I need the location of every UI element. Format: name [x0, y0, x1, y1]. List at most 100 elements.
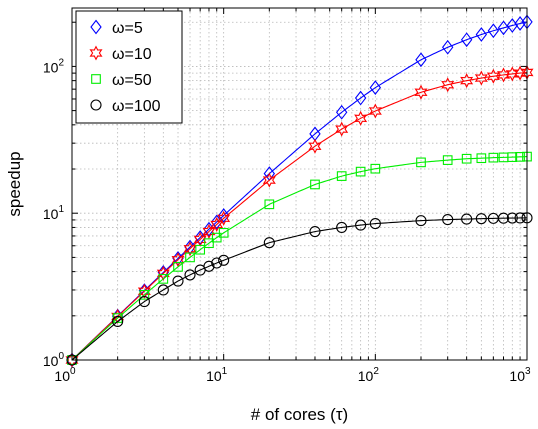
x-axis-label: # of cores (τ) — [251, 405, 348, 424]
plot-frame — [71, 7, 528, 361]
tick-label-exponent: 0 — [70, 366, 76, 377]
square-marker — [158, 274, 169, 284]
diamond-marker — [217, 208, 230, 223]
hexagram-marker — [460, 73, 474, 89]
circle-marker — [336, 221, 348, 233]
series-group — [67, 151, 532, 365]
tick-label-exponent: 2 — [58, 57, 64, 68]
square-marker — [310, 179, 320, 190]
tick-label-exponent: 1 — [58, 204, 64, 215]
legend-entry: ω=5 — [90, 19, 143, 37]
y-tick-label: 100 — [43, 351, 65, 369]
tick-label-base: 10 — [43, 353, 59, 369]
tick-label-exponent: 2 — [373, 366, 379, 377]
diamond-marker — [475, 27, 488, 42]
diamond-marker — [194, 230, 206, 245]
series-line — [71, 156, 528, 361]
tick-label-exponent: 0 — [58, 351, 64, 362]
square-marker — [336, 171, 347, 181]
hexagram-marker — [335, 121, 349, 137]
legend-entry: ω=100 — [90, 98, 161, 115]
x-tick-label: 103 — [509, 366, 531, 384]
circle-marker — [112, 315, 124, 328]
y-tick-label: 102 — [43, 57, 65, 75]
tick-label-base: 10 — [54, 368, 70, 384]
square-marker — [195, 244, 206, 255]
hexagram-marker — [171, 252, 185, 268]
circle-marker — [263, 237, 275, 249]
hexagram-marker — [441, 77, 455, 93]
axis-ticks — [71, 8, 528, 361]
legend-label: ω=100 — [112, 98, 161, 115]
tick-label-base: 10 — [358, 368, 374, 384]
hexagram-marker — [202, 223, 216, 239]
hexagram-marker — [137, 283, 151, 299]
tick-label-exponent: 1 — [222, 366, 228, 377]
legend-entry: ω=10 — [89, 45, 152, 63]
circle-marker — [184, 269, 196, 281]
diamond-marker — [442, 39, 454, 55]
circle-marker — [218, 254, 230, 266]
hexagram-marker — [354, 110, 368, 126]
square-marker — [91, 74, 101, 84]
hexagram-marker — [368, 103, 382, 119]
legend-label: ω=10 — [112, 46, 152, 63]
square-marker — [370, 163, 381, 174]
circle-marker — [138, 296, 150, 308]
hexagram-marker — [262, 172, 276, 188]
hexagram-marker — [496, 67, 511, 83]
square-marker — [507, 152, 518, 162]
hexagram-marker — [89, 45, 103, 61]
circle-marker — [442, 214, 454, 226]
hexagram-marker — [474, 70, 488, 86]
tick-label-base: 10 — [43, 206, 59, 222]
circle-marker — [172, 275, 184, 287]
square-marker — [355, 166, 366, 177]
square-marker — [139, 289, 150, 300]
hexagram-marker — [217, 210, 231, 226]
square-marker — [461, 153, 472, 164]
square-marker — [204, 238, 214, 249]
x-tick-label: 100 — [54, 366, 76, 384]
circle-marker — [211, 257, 223, 269]
legend-label: ω=50 — [112, 72, 152, 89]
tick-label-base: 10 — [43, 59, 59, 75]
circle-marker — [157, 284, 169, 296]
hexagram-marker — [505, 66, 519, 82]
diamond-marker — [211, 214, 223, 230]
circle-marker — [497, 212, 510, 224]
circle-marker — [203, 260, 215, 272]
diamond-marker — [369, 80, 382, 96]
legend: ω=5 ω=10 ω=50 ω=100 — [75, 10, 183, 124]
data-series — [65, 14, 534, 368]
hexagram-marker — [65, 352, 79, 368]
circle-marker — [90, 99, 102, 111]
y-axis-label: speedup — [5, 151, 24, 216]
diamond-marker — [335, 104, 348, 120]
square-marker — [442, 155, 453, 165]
tick-label-exponent: 3 — [525, 366, 531, 377]
diamond-marker — [415, 52, 427, 68]
tick-label-base: 10 — [509, 368, 525, 384]
square-marker — [264, 199, 275, 210]
square-marker — [488, 152, 499, 163]
square-marker — [476, 153, 487, 164]
hexagram-marker — [308, 138, 322, 154]
diamond-marker — [487, 23, 500, 39]
square-marker — [185, 252, 195, 263]
series-group — [66, 212, 533, 366]
hexagram-marker — [414, 84, 428, 100]
x-tick-label: 102 — [358, 366, 380, 384]
circle-marker — [369, 218, 381, 230]
square-marker — [515, 152, 525, 162]
diamond-marker — [460, 32, 473, 48]
diamond-marker — [514, 16, 526, 31]
series-line — [71, 217, 528, 361]
square-marker — [218, 227, 229, 238]
circle-marker — [415, 215, 427, 227]
hexagram-marker — [156, 265, 170, 281]
circle-marker — [475, 213, 487, 225]
square-marker — [416, 157, 426, 168]
